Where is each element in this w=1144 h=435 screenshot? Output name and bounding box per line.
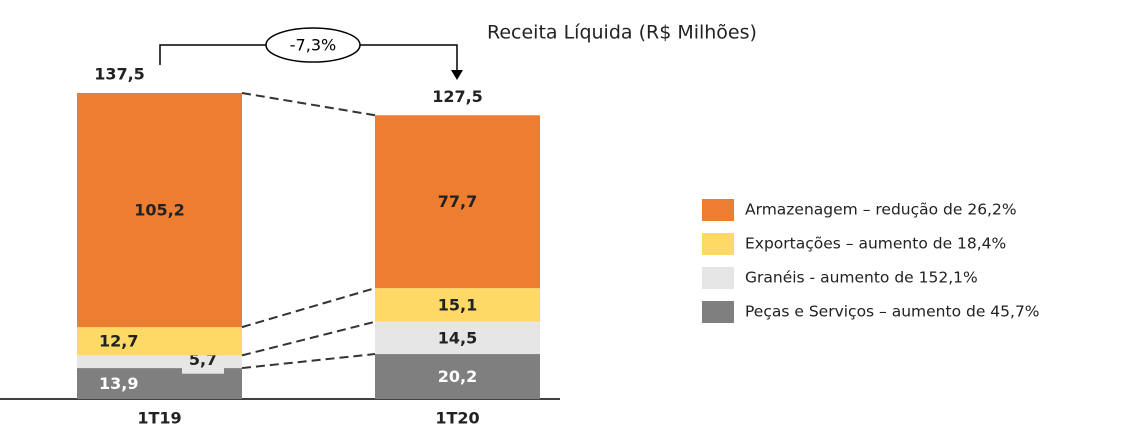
bar-segment [375,354,540,399]
connector [241,92,376,117]
legend-swatch [702,301,734,323]
connector [241,287,376,329]
value-label: 12,7 [99,332,138,351]
bar-segment [375,321,540,355]
legend-label: Armazenagem – redução de 26,2% [745,201,1017,219]
legend-label: Granéis - aumento de 152,1% [745,269,978,287]
change-label: -7,3% [290,36,336,55]
legend-swatch [702,199,734,221]
connector [241,320,376,357]
bar-segment [77,327,242,356]
legend-label: Exportações – aumento de 18,4% [745,235,1006,253]
value-label: 105,2 [134,201,185,220]
x-tick-label: 1T20 [435,409,479,428]
value-label: 13,9 [99,374,138,393]
total-label: 127,5 [432,87,483,106]
legend-label: Peças e Serviços – aumento de 45,7% [745,303,1040,321]
bar-segment [375,115,540,289]
bar-segment [375,288,540,322]
value-label: 77,7 [438,192,477,211]
total-label: 137,5 [94,65,145,84]
value-label: 14,5 [438,328,477,347]
legend-swatch [702,233,734,255]
bar-segment [77,93,242,328]
arrow-head [451,70,463,80]
value-label: 20,2 [438,367,477,386]
x-tick-label: 1T19 [137,409,181,428]
value-label: 15,1 [438,295,477,314]
connector [241,353,376,370]
legend-swatch [702,267,734,289]
chart-title: Receita Líquida (R$ Milhões) [487,22,757,44]
change-bubble [265,27,361,63]
